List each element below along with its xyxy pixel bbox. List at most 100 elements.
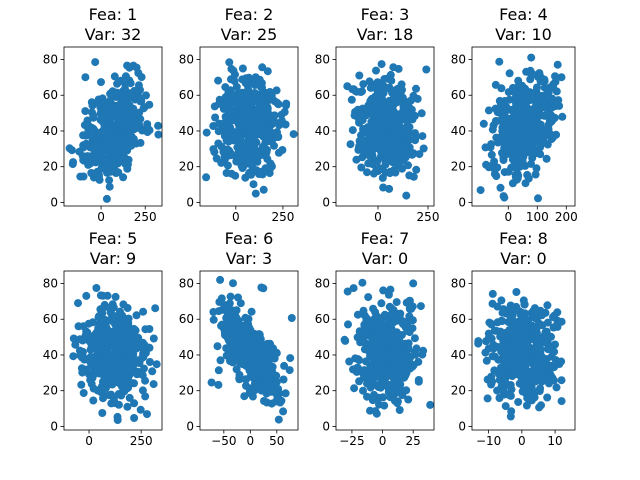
data-point	[261, 164, 270, 173]
points-group	[202, 58, 298, 198]
data-point	[389, 107, 398, 116]
data-point	[234, 350, 243, 359]
data-point	[247, 307, 256, 316]
data-point	[489, 344, 498, 353]
data-point	[235, 155, 244, 164]
data-point	[287, 314, 296, 322]
data-point	[484, 106, 493, 115]
data-point	[506, 304, 515, 313]
data-point	[360, 144, 369, 153]
data-point	[142, 91, 150, 100]
data-point	[276, 398, 285, 407]
data-point	[85, 155, 94, 163]
data-point	[392, 124, 401, 133]
x-tick-label: −50	[211, 434, 236, 448]
data-point	[139, 104, 148, 113]
data-point	[522, 401, 531, 410]
data-point	[531, 170, 540, 179]
x-tick-label: −25	[339, 434, 364, 448]
y-tick-label: 60	[43, 88, 58, 102]
data-point	[488, 289, 497, 298]
data-point	[258, 94, 266, 103]
subplot-title-line1: Fea: 6	[225, 229, 274, 248]
data-point	[349, 85, 358, 94]
data-point	[136, 405, 145, 414]
data-point	[498, 308, 507, 317]
data-point	[533, 83, 541, 92]
subplot-title-line1: Fea: 8	[499, 229, 548, 248]
data-point	[101, 163, 110, 172]
data-point	[352, 155, 361, 164]
data-point	[557, 376, 566, 385]
data-point	[397, 363, 406, 372]
data-point	[495, 57, 504, 66]
data-point	[113, 412, 122, 421]
data-point	[536, 345, 545, 354]
y-tick-label: 40	[451, 124, 466, 138]
data-point	[518, 367, 527, 376]
data-point	[266, 344, 275, 353]
data-point	[256, 335, 265, 344]
data-point	[113, 154, 122, 163]
data-point	[152, 360, 161, 369]
data-point	[209, 315, 218, 324]
data-point	[536, 77, 545, 86]
data-point	[503, 146, 512, 155]
data-point	[405, 358, 414, 367]
data-point	[209, 122, 218, 130]
data-point	[102, 155, 110, 164]
data-point	[282, 101, 290, 110]
subplot-title-line2: Var: 0	[500, 249, 546, 268]
y-tick-label: 60	[451, 312, 466, 326]
data-point	[501, 402, 510, 411]
points-group	[207, 275, 296, 424]
data-point	[259, 185, 268, 194]
data-point	[348, 126, 357, 135]
data-point	[374, 383, 383, 391]
data-point	[252, 348, 261, 357]
data-point	[527, 105, 536, 114]
data-point	[419, 346, 428, 355]
data-point	[260, 386, 269, 395]
data-point	[242, 375, 250, 384]
data-point	[526, 66, 535, 75]
data-point	[374, 143, 383, 151]
data-point	[394, 64, 403, 73]
data-point	[534, 194, 542, 203]
data-point	[74, 299, 82, 308]
data-point	[104, 127, 113, 136]
data-point	[130, 414, 139, 422]
data-point	[253, 382, 261, 391]
data-point	[358, 87, 366, 96]
data-point	[260, 129, 269, 138]
data-point	[513, 149, 522, 158]
data-point	[253, 148, 262, 157]
data-point	[363, 379, 371, 388]
data-point	[345, 357, 354, 366]
data-point	[515, 345, 524, 354]
data-point	[139, 307, 148, 316]
y-tick-label: 60	[315, 88, 330, 102]
data-point	[509, 367, 518, 376]
data-point	[502, 362, 511, 371]
data-point	[393, 113, 402, 122]
data-point	[216, 275, 225, 284]
data-point	[385, 184, 394, 193]
data-point	[405, 129, 414, 138]
data-point	[94, 99, 103, 108]
data-point	[391, 317, 400, 326]
data-point	[271, 118, 280, 127]
data-point	[87, 362, 96, 371]
y-tick-label: 0	[458, 195, 466, 209]
data-point	[98, 409, 107, 417]
data-point	[546, 130, 555, 139]
data-point	[379, 393, 387, 402]
data-point	[244, 142, 253, 151]
data-point	[412, 132, 420, 141]
data-point	[113, 79, 122, 88]
y-tick-label: 0	[322, 195, 330, 209]
data-point	[479, 119, 488, 128]
data-point	[214, 76, 223, 85]
data-point	[499, 386, 508, 394]
